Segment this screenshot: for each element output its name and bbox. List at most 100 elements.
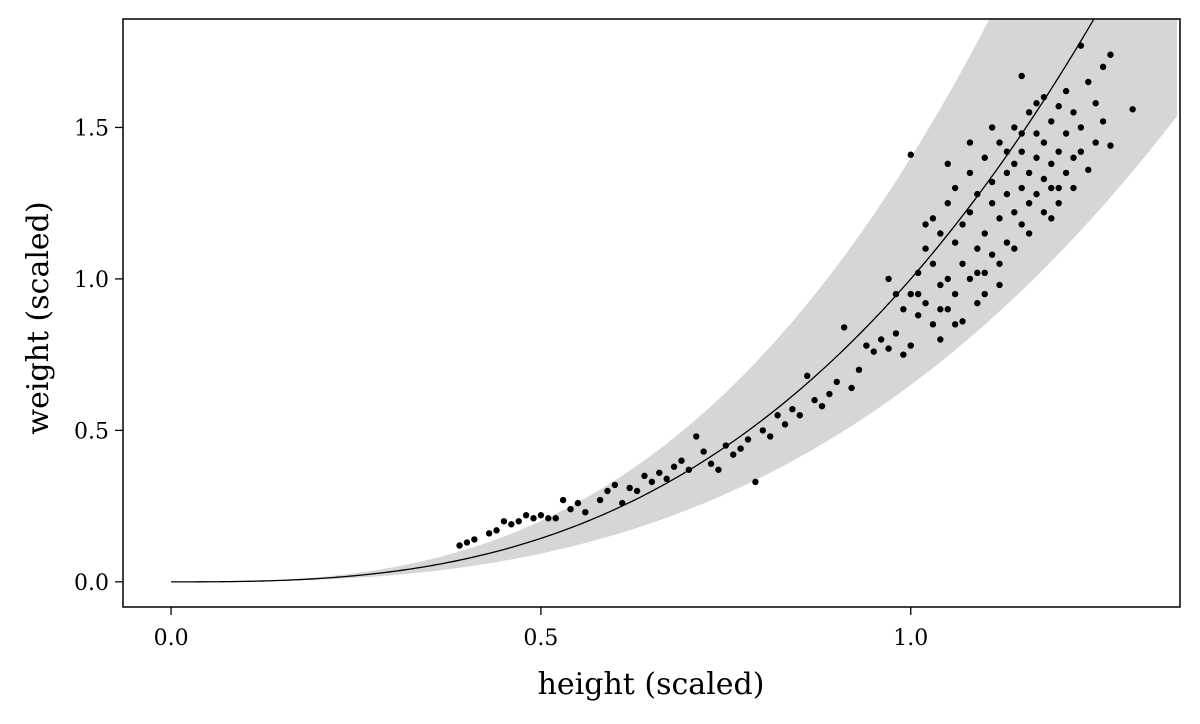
data-point [1040,209,1048,216]
data-point [922,299,929,307]
data-point [1055,148,1062,155]
data-point [944,275,951,283]
data-point [678,457,685,464]
data-point [937,230,944,237]
data-point [663,475,670,483]
y-tick-label: 1.0 [74,268,109,293]
plot-content [171,19,1178,583]
data-point [559,496,567,504]
data-point [1107,142,1114,149]
data-point [1070,154,1077,161]
interval-band [171,19,1178,582]
y-axis-label: weight (scaled) [21,201,56,434]
data-point [1085,78,1092,86]
data-point [463,539,471,546]
data-point [552,515,559,522]
data-point [870,348,877,355]
data-point [900,306,907,313]
data-point [818,402,826,410]
data-point [826,390,833,398]
data-point [1099,63,1107,71]
data-point [996,281,1003,289]
data-point [1018,184,1025,192]
data-point [922,245,929,252]
data-point [1092,100,1099,107]
data-point [656,469,663,476]
data-point [1025,109,1033,116]
data-point [1107,51,1114,58]
data-point [804,372,811,380]
x-axis-label: height (scaled) [538,667,765,702]
data-point [988,178,996,186]
data-point [944,199,951,207]
data-point [493,527,500,534]
data-point [1018,148,1025,155]
data-point [981,290,988,298]
data-point [522,512,530,519]
data-point [892,290,900,298]
data-point [1062,169,1070,177]
data-point [1062,130,1070,137]
data-point [1070,109,1077,116]
data-point [1011,160,1018,168]
data-point [759,427,767,434]
data-point [1085,166,1092,174]
data-point [951,290,959,298]
data-point [596,496,604,504]
data-point [996,260,1003,267]
data-point [707,460,715,467]
data-point [611,481,619,489]
data-point [988,124,996,131]
y-tick-label: 1.5 [74,116,109,141]
data-point [456,542,463,549]
data-point [996,215,1003,222]
data-point [1048,215,1055,222]
data-point [1055,103,1062,110]
plot-frame [122,18,1181,608]
data-point [1033,190,1040,198]
data-point [796,412,804,419]
data-point [907,290,914,298]
mean-curve [171,19,1095,583]
data-point [626,484,633,492]
data-point [1048,118,1055,125]
data-point [1062,87,1070,95]
data-point [907,151,914,158]
data-point [877,336,885,343]
data-point [966,275,974,283]
data-point [1048,184,1055,192]
y-tick-label: 0.5 [74,419,109,444]
data-point [840,324,848,331]
data-point [974,299,981,307]
data-point [907,342,914,349]
data-point [774,412,781,419]
data-point [914,290,922,298]
data-point [781,421,789,428]
data-point [737,445,744,452]
data-point [966,209,974,216]
data-point [885,345,892,352]
data-point [1055,184,1062,192]
data-point [855,366,863,374]
data-point [892,330,900,337]
data-point [508,521,515,528]
data-point [1129,106,1136,113]
data-point [951,321,959,328]
data-point [1011,209,1018,216]
data-point [582,508,589,516]
data-point [1003,239,1011,246]
data-point [545,515,552,522]
data-point [1011,124,1018,131]
data-point [1033,154,1040,161]
data-point [981,269,988,277]
data-point [1099,118,1107,125]
data-point [1048,160,1055,168]
data-point [959,260,966,267]
data-point [974,190,981,198]
data-point [1077,124,1085,131]
data-point [752,478,759,486]
data-point [641,472,648,480]
x-tick-label: 0.5 [523,626,558,651]
data-point [1033,130,1040,137]
